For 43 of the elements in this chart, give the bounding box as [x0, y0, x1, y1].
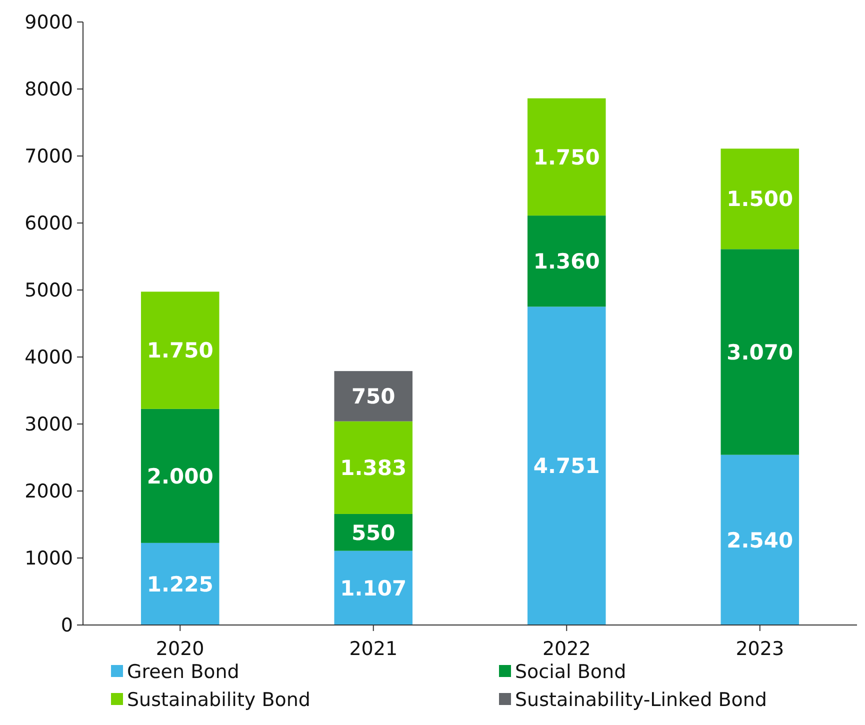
data-label: 1.500 — [726, 187, 794, 212]
y-tick-label: 5000 — [24, 280, 73, 302]
y-tick-label: 3000 — [24, 414, 73, 436]
legend-label: Green Bond — [127, 661, 240, 683]
y-tick-label: 8000 — [24, 78, 73, 101]
bar — [140, 292, 220, 409]
data-label: 750 — [351, 384, 396, 409]
bar — [140, 408, 220, 543]
bar — [527, 306, 606, 625]
y-tick-label: 4000 — [24, 346, 73, 369]
data-label: 1.225 — [146, 572, 214, 596]
data-label: 1.750 — [533, 145, 600, 170]
bar — [527, 98, 606, 216]
x-tick-label: 2023 — [736, 638, 784, 660]
data-label: 4.751 — [533, 454, 600, 478]
x-tick-label: 2022 — [542, 638, 591, 660]
data-label: 1.107 — [340, 576, 407, 600]
y-tick-label: 9000 — [24, 12, 73, 34]
y-tick-label: 2000 — [24, 480, 73, 503]
y-tick-label: 0 — [60, 614, 73, 637]
data-label: 1.360 — [533, 249, 600, 274]
legend-label: Social Bond — [515, 661, 626, 683]
legend-label: Sustainability-Linked Bond — [515, 689, 767, 711]
x-tick-label: 2021 — [349, 638, 398, 660]
x-tick-label: 2020 — [156, 638, 204, 660]
bar — [140, 542, 220, 625]
data-label: 1.383 — [340, 456, 407, 480]
data-label: 2.540 — [726, 528, 794, 552]
data-label: 1.750 — [146, 338, 214, 363]
bar — [720, 454, 800, 625]
bar — [720, 148, 800, 250]
data-label: 2.000 — [146, 464, 214, 488]
bar — [527, 216, 606, 307]
data-label: 3.070 — [726, 340, 794, 364]
bar — [334, 550, 413, 625]
bar — [334, 371, 413, 422]
y-tick-label: 1000 — [24, 548, 73, 570]
legend-label: Sustainability Bond — [127, 689, 310, 711]
y-tick-label: 7000 — [24, 146, 73, 168]
y-tick-label: 6000 — [24, 212, 73, 235]
bar — [720, 249, 800, 455]
data-label: 550 — [351, 520, 396, 545]
bar — [334, 421, 413, 514]
